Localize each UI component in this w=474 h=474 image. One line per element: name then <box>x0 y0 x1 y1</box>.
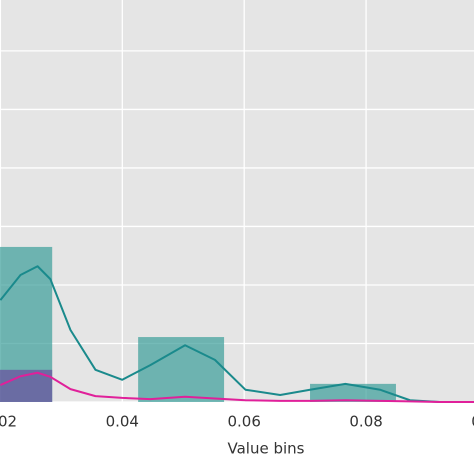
kde-line <box>0 371 474 403</box>
x-tick-label: 0.02 <box>0 413 17 431</box>
x-tick-label: 0.10 <box>471 413 474 431</box>
plot-area: 01020304050600.020.040.060.080.10 <box>0 0 474 431</box>
plot-background <box>0 0 474 402</box>
kde-line <box>0 265 474 403</box>
x-tick-label: 0.06 <box>227 413 260 431</box>
x-tick-label: 0.04 <box>106 413 139 431</box>
x-tick-label: 0.08 <box>349 413 382 431</box>
x-axis-label: Value bins <box>228 440 305 458</box>
